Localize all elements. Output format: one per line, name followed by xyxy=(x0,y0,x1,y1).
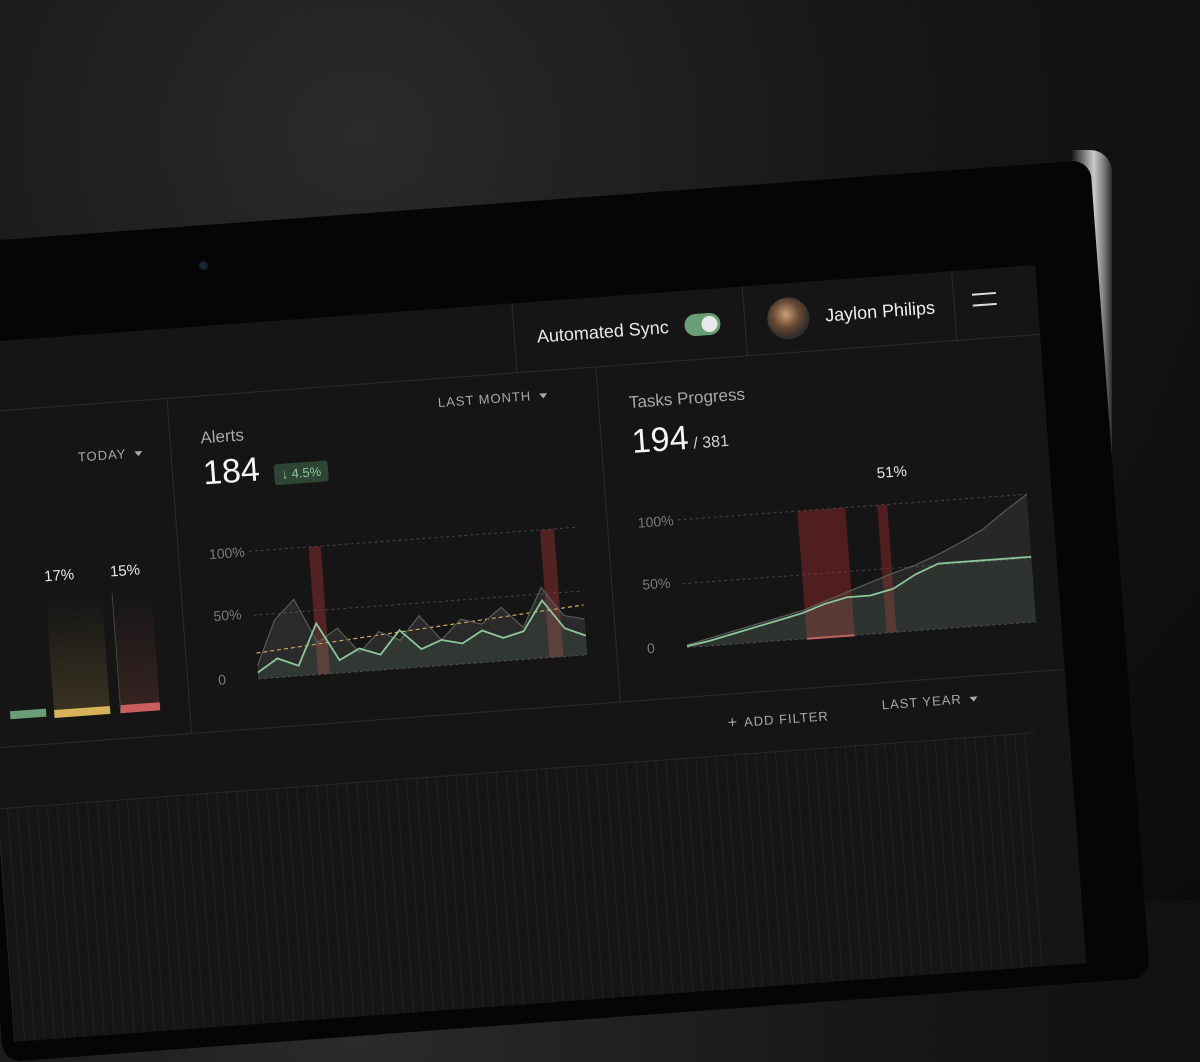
period-dropdown-last-month[interactable]: LAST MONTH xyxy=(437,387,548,411)
add-filter-button[interactable]: + ADD FILTER xyxy=(727,707,829,732)
task-highlight xyxy=(877,504,897,633)
y-tick: 50% xyxy=(212,606,243,625)
y-tick: 0 xyxy=(646,639,656,657)
period-dropdown-last-year[interactable]: LAST YEAR xyxy=(881,690,978,712)
toggle-knob xyxy=(700,315,719,333)
bar-0 xyxy=(9,708,47,720)
add-filter-label: ADD FILTER xyxy=(743,708,830,730)
series-1-line xyxy=(686,493,1028,646)
grid-line xyxy=(258,654,588,680)
grid-line xyxy=(682,557,1032,585)
bar-2 xyxy=(111,590,161,714)
tasks-title: Tasks Progress xyxy=(628,384,746,413)
sync-toggle[interactable] xyxy=(683,312,722,337)
alerts-panel: Alerts LAST MONTH 184 ↓ 4.5% 100% 50% 0 xyxy=(167,367,621,733)
dashboard-screen: Automated Sync Jaylon Philips TODAY 17% … xyxy=(0,265,1087,1042)
alerts-title: Alerts xyxy=(199,425,245,448)
series-2-area xyxy=(257,600,588,680)
series-2-line xyxy=(257,598,587,674)
plus-icon: + xyxy=(727,713,739,732)
tasks-total: / 381 xyxy=(692,432,730,453)
alerts-chart xyxy=(248,526,588,680)
bar-1 xyxy=(45,594,111,719)
alert-highlight xyxy=(308,546,331,675)
y-tick: 100% xyxy=(208,543,246,563)
change-badge: ↓ 4.5% xyxy=(273,460,329,486)
period-label: TODAY xyxy=(77,446,127,465)
grid-line xyxy=(248,526,579,552)
bar-label-1: 17% xyxy=(43,566,75,586)
grid-line xyxy=(253,590,583,616)
period-label: LAST YEAR xyxy=(881,691,963,713)
period-dropdown-today[interactable]: TODAY xyxy=(77,445,143,465)
marker-label: 51% xyxy=(876,462,908,483)
tasks-panel: Tasks Progress 194 / 381 100% 50% 0 51% xyxy=(596,335,1064,702)
hamburger-menu-icon[interactable] xyxy=(971,291,997,310)
series-1-area xyxy=(257,587,588,680)
chevron-down-icon xyxy=(969,696,978,703)
tasks-chart xyxy=(677,493,1037,649)
series-1-line xyxy=(256,586,585,667)
y-tick: 50% xyxy=(641,574,671,593)
webcam-icon xyxy=(200,262,207,269)
chevron-down-icon xyxy=(539,393,548,399)
alert-highlight xyxy=(540,528,564,658)
task-highlight-base xyxy=(806,634,855,640)
grid-line xyxy=(687,621,1037,649)
series-1-area xyxy=(686,494,1037,648)
alerts-value: 184 xyxy=(201,450,262,493)
tasks-done: 194 xyxy=(630,418,690,461)
chevron-down-icon xyxy=(134,450,143,457)
period-label: LAST MONTH xyxy=(437,388,532,411)
avatar xyxy=(765,295,811,341)
left-panel: TODAY 17% 15% xyxy=(0,398,193,748)
bar-label-2: 15% xyxy=(109,561,141,581)
y-tick: 0 xyxy=(217,671,227,688)
series-2-area xyxy=(686,556,1037,648)
user-name: Jaylon Philips xyxy=(824,296,936,325)
series-2-line xyxy=(686,555,1032,648)
sync-label: Automated Sync xyxy=(536,316,670,347)
task-highlight xyxy=(797,507,855,639)
y-tick: 100% xyxy=(637,512,675,531)
grid-line xyxy=(677,493,1027,521)
